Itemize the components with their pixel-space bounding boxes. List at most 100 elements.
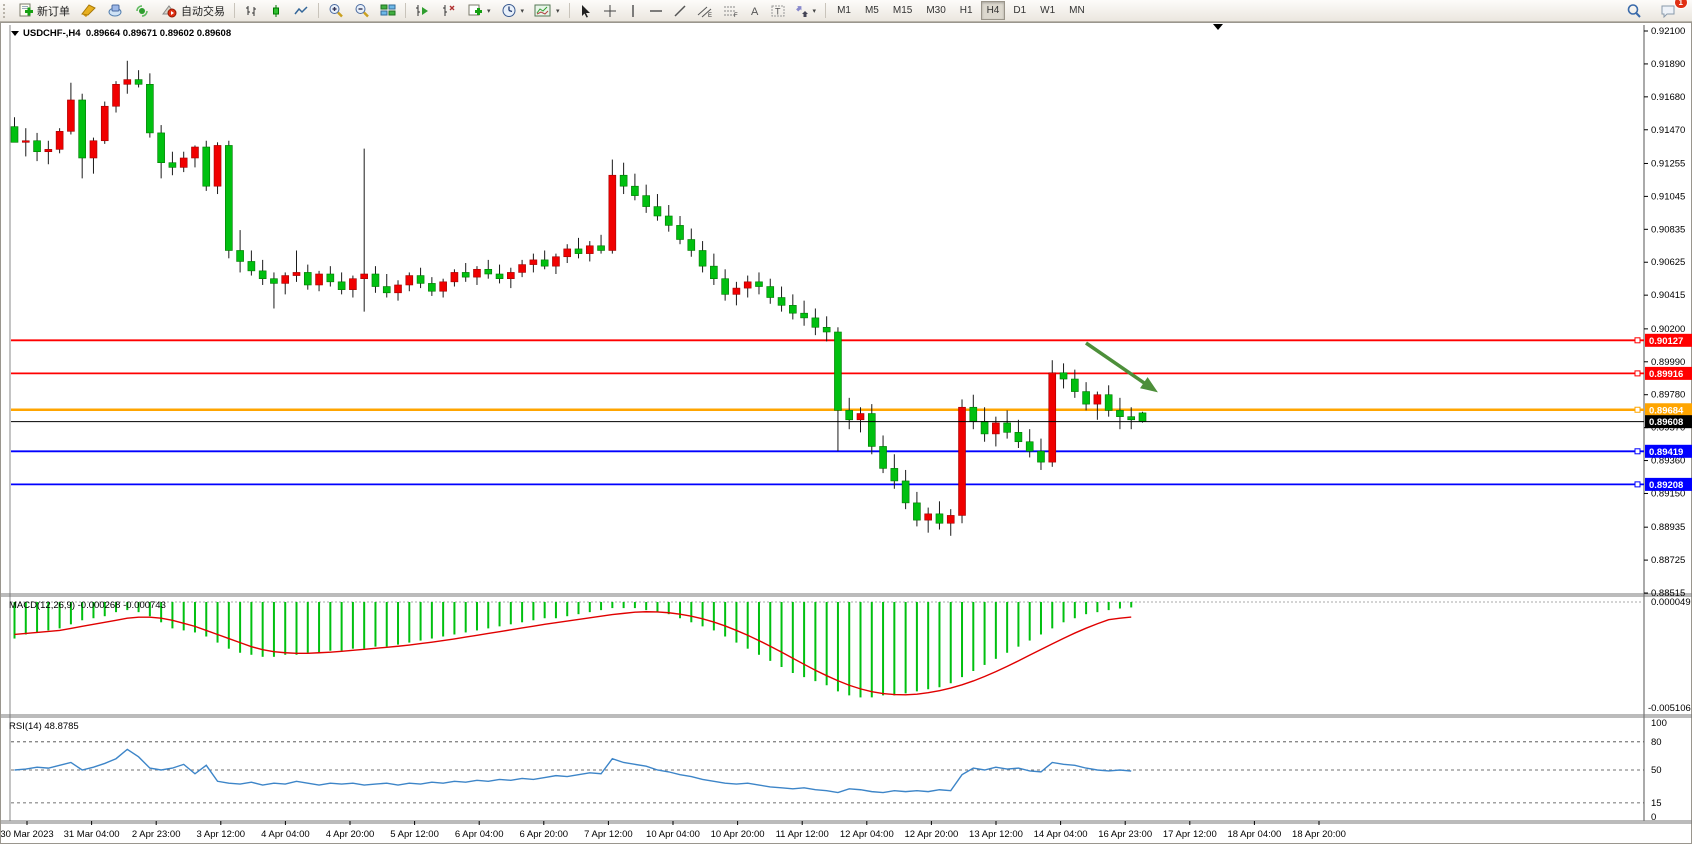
market-watch-icon <box>108 4 122 17</box>
price-line-badge-value: 0.89208 <box>1649 480 1683 491</box>
line-chart-button[interactable] <box>289 0 314 21</box>
channel-tool-button[interactable]: E <box>692 0 718 21</box>
annotation-arrow[interactable] <box>1085 341 1154 391</box>
arrows-tool-button[interactable]: ▾ <box>790 0 822 21</box>
candle <box>439 281 447 292</box>
vertical-line-tool-button[interactable] <box>622 0 644 21</box>
timeframe-h4-button[interactable]: H4 <box>980 1 1006 20</box>
timeframe-m30-button[interactable]: M30 <box>926 5 946 16</box>
candle <box>901 480 910 504</box>
candle <box>258 270 267 279</box>
one-click-trading-collapse-icon[interactable] <box>11 30 19 36</box>
price-line-badge-value: 0.89608 <box>1649 417 1683 428</box>
candle <box>834 331 842 411</box>
tile-windows-icon <box>380 4 396 16</box>
candle <box>867 413 876 447</box>
time-tick-label: 18 Apr 20:00 <box>1292 829 1346 840</box>
timeframe-h1-button[interactable]: H1 <box>959 5 973 16</box>
search-button[interactable] <box>1621 0 1647 21</box>
line-handle[interactable] <box>1634 337 1641 344</box>
price-tick-label: 0.90415 <box>1651 290 1685 301</box>
main-toolbar: 新订单 自动交易 <box>0 0 1692 22</box>
autotrade-button[interactable]: 自动交易 <box>156 0 230 21</box>
new-order-button[interactable]: 新订单 <box>13 0 75 21</box>
timeframe-mn-button[interactable]: MN <box>1069 5 1085 16</box>
crosshair-tool-button[interactable] <box>598 0 622 21</box>
cursor-icon <box>581 4 590 17</box>
timeframe-clock-button[interactable]: ▾ <box>496 0 530 21</box>
metaeditor-button[interactable] <box>75 0 102 21</box>
candle <box>946 515 955 524</box>
metaeditor-icon <box>81 4 96 17</box>
notifications-button[interactable]: 1 <box>1655 0 1688 21</box>
candle <box>89 140 98 159</box>
text-tool-button[interactable]: A <box>744 0 766 21</box>
time-tick-label: 12 Apr 04:00 <box>840 829 894 840</box>
chart-marker-triangle-icon <box>1213 24 1223 30</box>
line-handle[interactable] <box>1634 481 1641 488</box>
signals-icon <box>136 5 148 17</box>
candle-chart-button[interactable] <box>264 0 289 21</box>
market-watch-button[interactable] <box>102 0 129 21</box>
horizontal-line-tool-button[interactable] <box>644 0 668 21</box>
line-handle[interactable] <box>1634 448 1641 455</box>
candle <box>710 265 718 279</box>
candle <box>213 145 222 187</box>
signals-button[interactable] <box>129 0 156 21</box>
candle <box>394 284 402 294</box>
tile-windows-button[interactable] <box>375 0 401 21</box>
candle <box>495 273 504 279</box>
periods-button[interactable] <box>436 0 462 21</box>
timeframe-m1-button[interactable]: M1 <box>837 5 851 16</box>
timeframe-w1-button[interactable]: W1 <box>1040 5 1056 16</box>
time-tick-label: 4 Apr 04:00 <box>261 829 310 840</box>
bar-chart-button[interactable] <box>239 0 264 21</box>
line-handle[interactable] <box>1634 406 1641 413</box>
zoom-out-button[interactable] <box>349 0 375 21</box>
time-tick-label: 6 Apr 20:00 <box>519 829 568 840</box>
fibonacci-tool-button[interactable]: F <box>718 0 744 21</box>
trendline-tool-button[interactable] <box>668 0 692 21</box>
horizontal-line-icon <box>649 9 662 12</box>
candle <box>664 215 673 226</box>
toolbar-grip[interactable] <box>3 3 10 18</box>
candle <box>484 268 493 275</box>
periods-icon <box>443 5 455 16</box>
candle <box>179 157 188 168</box>
autotrade-label: 自动交易 <box>181 5 225 18</box>
chart-canvas[interactable]: 0.92100 0.91890 0.91680 0.91470 0.91255 0.910… <box>1 23 1692 844</box>
candle <box>100 105 109 142</box>
candle <box>518 264 526 273</box>
timeframe-m5-button[interactable]: M5 <box>864 5 879 16</box>
candle <box>1071 378 1079 392</box>
timeframe-d1-button[interactable]: D1 <box>1013 5 1027 16</box>
time-tick-label: 7 Apr 12:00 <box>584 829 633 840</box>
candle <box>687 239 696 251</box>
candle <box>461 272 470 278</box>
price-tick-label: 0.89990 <box>1651 357 1685 368</box>
indicators-button[interactable] <box>410 0 436 21</box>
text-label-tool-button[interactable]: T <box>766 0 790 21</box>
candle <box>349 278 357 290</box>
chart-profile-button[interactable]: ▾ <box>529 0 565 21</box>
rsi-level-label: 0 <box>1651 812 1656 823</box>
candle <box>507 272 515 279</box>
candle <box>777 297 786 306</box>
annotation-arrow-head[interactable] <box>1140 377 1158 393</box>
candle <box>405 275 414 286</box>
time-tick-label: 5 Apr 12:00 <box>390 829 439 840</box>
time-tick-label: 4 Apr 20:00 <box>326 829 375 840</box>
rsi-indicator-label: RSI(14) 48.8785 <box>9 721 79 732</box>
fibonacci-icon: F <box>723 6 738 18</box>
candle <box>969 406 978 422</box>
price-line-badge-value: 0.89916 <box>1649 369 1683 380</box>
candle <box>856 413 865 421</box>
timeframe-m15-button[interactable]: M15 <box>892 5 913 16</box>
new-chart-button[interactable]: ▾ <box>462 0 496 21</box>
chart-symbol-period: USDCHF-,H4 <box>23 28 81 39</box>
cursor-tool-button[interactable] <box>574 0 598 21</box>
line-handle[interactable] <box>1634 370 1641 377</box>
zoom-in-button[interactable] <box>323 0 349 21</box>
price-line-badge <box>1645 333 1692 347</box>
candle <box>992 422 1000 435</box>
